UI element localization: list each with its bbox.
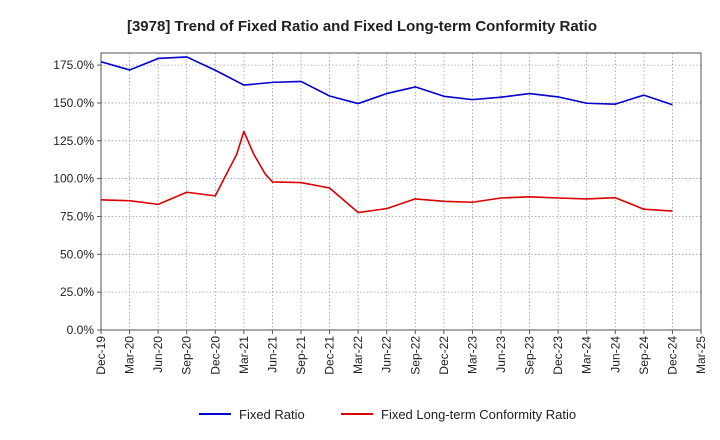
y-tick-label: 50.0%	[60, 247, 94, 261]
x-tick-label: Jun-23	[494, 336, 508, 373]
x-tick-label: Sep-21	[294, 336, 308, 375]
plot-frame	[100, 52, 702, 331]
x-tick-label: Mar-25	[694, 336, 708, 374]
series-lines	[100, 56, 673, 214]
x-tick-label: Mar-21	[237, 336, 251, 374]
x-tick-label: Mar-23	[465, 336, 479, 374]
y-tick-label: 100.0%	[53, 172, 94, 186]
x-tick-label: Dec-24	[665, 336, 679, 375]
x-tick-label: Mar-20	[123, 336, 137, 374]
y-tick-label: 125.0%	[53, 134, 94, 148]
x-tick-label: Sep-20	[180, 336, 194, 375]
series-line-2	[100, 130, 673, 214]
x-tick-label: Jun-21	[265, 336, 279, 373]
x-tick-label: Dec-22	[437, 336, 451, 375]
x-tick-label: Dec-21	[323, 336, 337, 375]
legend-label-1: Fixed Ratio	[239, 407, 305, 422]
y-tick-label: 150.0%	[53, 96, 94, 110]
x-tick-label: Jun-20	[151, 336, 165, 373]
x-tick-label: Sep-22	[408, 336, 422, 375]
legend: Fixed Ratio Fixed Long-term Conformity Ra…	[199, 407, 576, 422]
y-tick-label: 75.0%	[60, 209, 94, 223]
chart-title: [3978] Trend of Fixed Ratio and Fixed Lo…	[127, 18, 597, 35]
x-tick-label: Jun-24	[608, 336, 622, 373]
grid	[101, 53, 701, 330]
x-tick-label: Dec-23	[551, 336, 565, 375]
x-tick-label: Dec-20	[208, 336, 222, 375]
x-tick-label: Sep-23	[523, 336, 537, 375]
y-tick-label: 175.0%	[53, 58, 94, 72]
y-tick-label: 25.0%	[60, 285, 94, 299]
y-tick-label: 0.0%	[67, 323, 95, 337]
x-tick-label: Mar-22	[351, 336, 365, 374]
legend-label-2: Fixed Long-term Conformity Ratio	[381, 407, 576, 422]
x-tick-label: Dec-19	[94, 336, 108, 375]
x-tick-label: Sep-24	[637, 336, 651, 375]
axes: 0.0% 25.0% 50.0% 75.0% 100.0% 125.0% 150.0% 175…	[53, 52, 708, 375]
x-tick-label: Jun-22	[380, 336, 394, 373]
x-tick-label: Mar-24	[580, 336, 594, 374]
series-line-1	[100, 56, 673, 106]
